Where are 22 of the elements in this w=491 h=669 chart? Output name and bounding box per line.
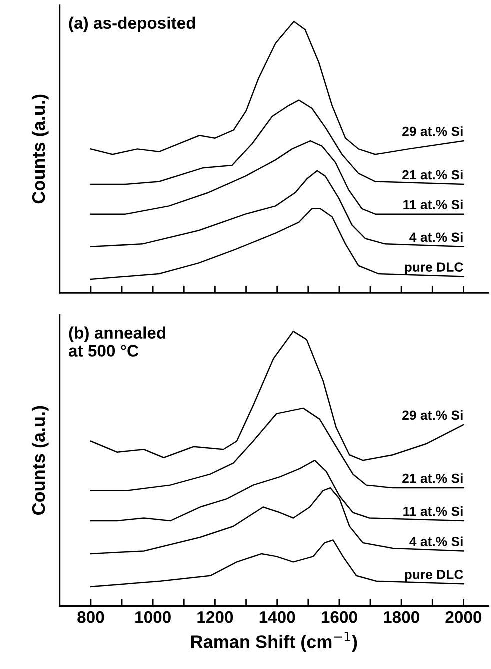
x-tick-label: 1800 — [384, 611, 420, 624]
series-label: 11 at.% Si — [404, 200, 463, 210]
x-tick-label: 1600 — [322, 611, 358, 624]
x-tick-label: 1200 — [198, 611, 234, 624]
annotation: (a) as-deposited — [69, 16, 196, 32]
x-axis-title: Raman Shift (cm$^{−1}$) — [191, 632, 358, 652]
series-label: 21 at.% Si — [402, 474, 463, 484]
series-label: 4 at.% Si — [410, 232, 463, 242]
series-label: pure DLC — [405, 570, 464, 582]
series-label: 11 at.% Si — [404, 506, 463, 516]
x-tick-label: 1000 — [136, 611, 171, 624]
annotation: (b) annealed at 500 °C — [68, 326, 166, 357]
series-label: 21 at.% Si — [402, 170, 463, 180]
series-label: 29 at.% Si — [402, 126, 463, 136]
series-label: pure DLC — [405, 262, 464, 275]
y-axis-title: Counts (a.u.) — [32, 406, 49, 516]
series-label: 4 at.% Si — [410, 536, 463, 546]
x-tick-label: 1400 — [260, 611, 296, 624]
series-label: 29 at.% Si — [402, 410, 463, 420]
x-tick-label: 800 — [78, 611, 104, 624]
y-axis-title: Counts (a.u.) — [32, 94, 49, 204]
x-tick-label: 2000 — [446, 611, 482, 624]
